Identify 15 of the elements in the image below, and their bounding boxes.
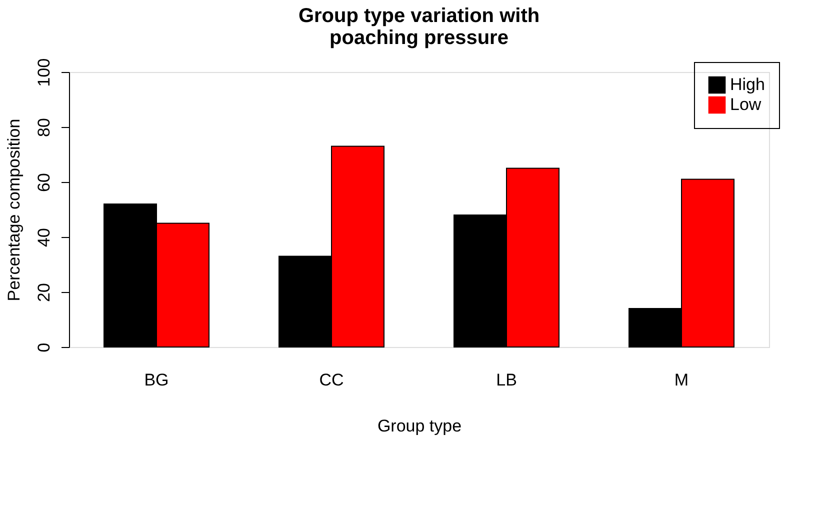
x-tick-label: M (674, 370, 689, 390)
y-tick-label: 20 (34, 283, 54, 302)
x-tick-label: LB (496, 370, 517, 390)
x-tick-label: CC (319, 370, 344, 390)
legend-label: High (730, 75, 765, 94)
y-tick-label: 80 (34, 118, 54, 137)
y-tick-label: 100 (34, 58, 54, 87)
y-tick-label: 60 (34, 173, 54, 192)
x-tick-label: BG (144, 370, 169, 390)
y-axis-title: Percentage composition (4, 118, 24, 302)
x-axis-title: Group type (377, 416, 462, 436)
chart-title: Group type variation with poaching pressure (298, 4, 540, 49)
legend-label: Low (730, 95, 762, 114)
y-tick-label: 0 (34, 342, 54, 352)
y-tick-label: 40 (34, 228, 54, 247)
